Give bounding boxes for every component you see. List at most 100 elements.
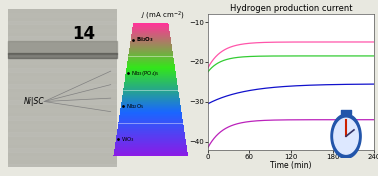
- Bar: [129, 48, 172, 49]
- Bar: [130, 45, 172, 46]
- Bar: [115, 145, 186, 146]
- Bar: [130, 40, 171, 41]
- Bar: [124, 82, 177, 83]
- Bar: [124, 84, 178, 85]
- Bar: [125, 77, 177, 78]
- Bar: [126, 68, 175, 69]
- Bar: [117, 130, 184, 131]
- Bar: [130, 41, 171, 42]
- Bar: [115, 149, 187, 150]
- Bar: [132, 28, 169, 29]
- Text: Ni|SC: Ni|SC: [24, 97, 44, 106]
- Bar: [119, 119, 183, 120]
- Bar: [118, 127, 184, 128]
- Bar: [132, 29, 169, 30]
- Bar: [128, 57, 174, 58]
- Bar: [126, 70, 175, 71]
- Bar: [118, 129, 184, 130]
- Bar: [130, 44, 172, 45]
- Bar: [124, 81, 177, 82]
- Bar: [115, 146, 187, 147]
- Bar: [119, 117, 182, 118]
- Bar: [125, 75, 176, 76]
- Bar: [8, 156, 117, 159]
- Bar: [131, 38, 170, 39]
- Bar: [8, 108, 117, 112]
- Bar: [119, 118, 183, 119]
- Text: $j$ (mA cm$^{-2}$): $j$ (mA cm$^{-2}$): [141, 10, 184, 22]
- Bar: [133, 23, 169, 24]
- Bar: [8, 44, 117, 48]
- Bar: [115, 142, 186, 143]
- Bar: [127, 61, 174, 62]
- X-axis label: Time (min): Time (min): [270, 161, 312, 170]
- Bar: [133, 25, 169, 26]
- Bar: [129, 51, 173, 52]
- Bar: [120, 110, 181, 111]
- Polygon shape: [331, 114, 361, 158]
- Bar: [116, 138, 186, 139]
- Bar: [123, 91, 178, 92]
- Bar: [123, 90, 178, 91]
- Bar: [124, 85, 178, 86]
- Bar: [8, 132, 117, 136]
- Bar: [118, 124, 183, 125]
- Bar: [132, 31, 170, 32]
- Bar: [126, 72, 176, 73]
- Bar: [127, 62, 174, 63]
- Bar: [129, 53, 173, 54]
- Bar: [8, 29, 117, 32]
- Bar: [131, 36, 170, 37]
- Bar: [114, 151, 187, 152]
- Bar: [122, 94, 179, 95]
- Text: $\bf{Bi_2O_3}$: $\bf{Bi_2O_3}$: [135, 35, 153, 44]
- Bar: [132, 34, 170, 35]
- Bar: [129, 52, 173, 53]
- Bar: [128, 58, 174, 59]
- Bar: [113, 155, 188, 156]
- Bar: [125, 73, 176, 74]
- Bar: [130, 42, 171, 43]
- Bar: [125, 80, 177, 81]
- Bar: [127, 65, 175, 66]
- Bar: [119, 116, 182, 117]
- Bar: [125, 76, 176, 77]
- Bar: [119, 114, 182, 115]
- FancyBboxPatch shape: [8, 9, 117, 167]
- Bar: [122, 100, 180, 101]
- Bar: [118, 128, 184, 129]
- Title: Hydrogen production current: Hydrogen production current: [230, 4, 352, 13]
- Bar: [114, 153, 188, 154]
- Bar: [118, 122, 183, 123]
- Bar: [126, 69, 175, 70]
- Bar: [8, 60, 117, 64]
- Bar: [122, 101, 180, 102]
- Bar: [122, 99, 180, 100]
- Bar: [123, 89, 178, 90]
- Bar: [8, 84, 117, 88]
- Bar: [115, 144, 186, 145]
- Bar: [116, 136, 185, 137]
- Bar: [8, 140, 117, 144]
- Bar: [8, 21, 117, 24]
- Bar: [132, 30, 169, 31]
- Bar: [8, 13, 117, 17]
- Text: 14: 14: [73, 25, 96, 43]
- Bar: [116, 141, 186, 142]
- Bar: [121, 102, 180, 103]
- Text: Nb$_3$(PO$_4$)$_5$: Nb$_3$(PO$_4$)$_5$: [131, 68, 160, 77]
- Bar: [8, 164, 117, 167]
- Bar: [127, 66, 175, 67]
- Bar: [125, 74, 176, 75]
- Bar: [124, 86, 178, 87]
- Bar: [121, 103, 180, 104]
- Bar: [121, 104, 180, 105]
- Bar: [119, 121, 183, 122]
- Bar: [8, 148, 117, 152]
- Bar: [124, 83, 177, 84]
- Bar: [121, 107, 181, 108]
- Bar: [122, 95, 179, 96]
- Bar: [8, 116, 117, 120]
- Bar: [117, 131, 184, 132]
- Bar: [130, 46, 172, 47]
